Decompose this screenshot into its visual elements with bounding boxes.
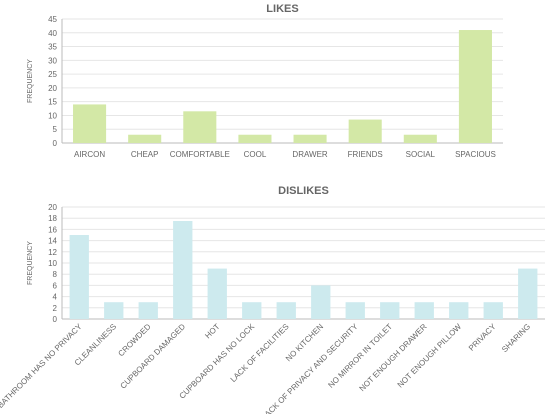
x-tick-label: NOT ENOUGH PILLOW — [396, 322, 464, 390]
x-tick-label: PRIVACY — [467, 322, 498, 353]
y-tick-label: 5 — [53, 125, 58, 134]
y-tick-label: 14 — [48, 237, 57, 246]
bar — [293, 134, 327, 143]
y-tick-label: 0 — [53, 139, 58, 148]
y-tick-label: 2 — [53, 304, 58, 313]
bar — [403, 134, 437, 143]
x-tick-label: BATHROOM HAS NO PRIVACY — [0, 322, 84, 410]
bar — [183, 111, 217, 143]
y-tick-label: 8 — [53, 270, 58, 279]
dislikes-chart: DISLIKES FREQUENCY 0 2 4 6 8 10 12 14 16 18 20 BATHRO… — [0, 185, 545, 414]
bar — [173, 221, 193, 319]
x-tick-label: AIRCON — [74, 150, 105, 159]
bar — [207, 268, 227, 319]
x-tick-label: FRIENDS — [348, 150, 383, 159]
x-tick-label: SHARING — [500, 322, 532, 354]
bar — [69, 235, 89, 319]
x-tick-label: COMFORTABLE — [170, 150, 230, 159]
chart-title: LIKES — [266, 3, 298, 15]
y-tick-label: 0 — [53, 315, 58, 324]
x-tick-label: LACK OF FACILITIES — [229, 322, 291, 384]
y-tick-label: 35 — [48, 43, 57, 52]
bar — [128, 134, 162, 143]
x-tick-label: NOT ENOUGH DRAWER — [358, 322, 429, 393]
bar — [104, 302, 124, 319]
bar — [276, 302, 296, 319]
x-tick-label: COOL — [244, 150, 267, 159]
y-tick-label: 12 — [48, 248, 57, 257]
bar — [138, 302, 158, 319]
y-tick-label: 4 — [53, 293, 58, 302]
x-tick-label: NO MIRROR IN TOILET — [326, 322, 394, 390]
bar — [414, 302, 434, 319]
y-axis-label: FREQUENCY — [27, 59, 34, 103]
x-tick-label: CUPBOARD DAMAGED — [119, 322, 188, 391]
y-tick-label: 30 — [48, 56, 57, 65]
bar — [345, 302, 365, 319]
bar — [73, 104, 107, 143]
y-tick-label: 20 — [48, 84, 57, 93]
y-axis-label: FREQUENCY — [27, 241, 34, 285]
x-tick-label: HOT — [203, 322, 221, 340]
y-tick-label: 6 — [53, 281, 58, 290]
x-tick-label: DRAWER — [292, 150, 327, 159]
likes-chart: LIKES FREQUENCY 0 5 10 15 20 25 30 35 40 45 AIRCON CH… — [27, 3, 503, 159]
bar — [348, 119, 382, 143]
bar — [380, 302, 400, 319]
bar — [311, 285, 331, 319]
y-tick-label: 10 — [48, 111, 57, 120]
y-tick-label: 20 — [48, 203, 57, 212]
y-tick-label: 18 — [48, 214, 57, 223]
x-tick-label: SOCIAL — [406, 150, 436, 159]
y-tick-label: 16 — [48, 225, 57, 234]
x-tick-label: SPACIOUS — [455, 150, 496, 159]
chart-title: DISLIKES — [278, 185, 329, 197]
bar — [238, 134, 272, 143]
x-tick-label: CROWDED — [116, 322, 152, 358]
y-tick-label: 15 — [48, 98, 57, 107]
y-tick-label: 45 — [48, 15, 57, 24]
y-tick-label: 40 — [48, 29, 57, 38]
bar — [242, 302, 262, 319]
bar — [518, 268, 538, 319]
bar — [483, 302, 503, 319]
y-tick-label: 25 — [48, 70, 57, 79]
y-tick-label: 10 — [48, 259, 57, 268]
bar — [449, 302, 469, 319]
x-tick-label: CHEAP — [131, 150, 159, 159]
bar — [458, 30, 492, 143]
